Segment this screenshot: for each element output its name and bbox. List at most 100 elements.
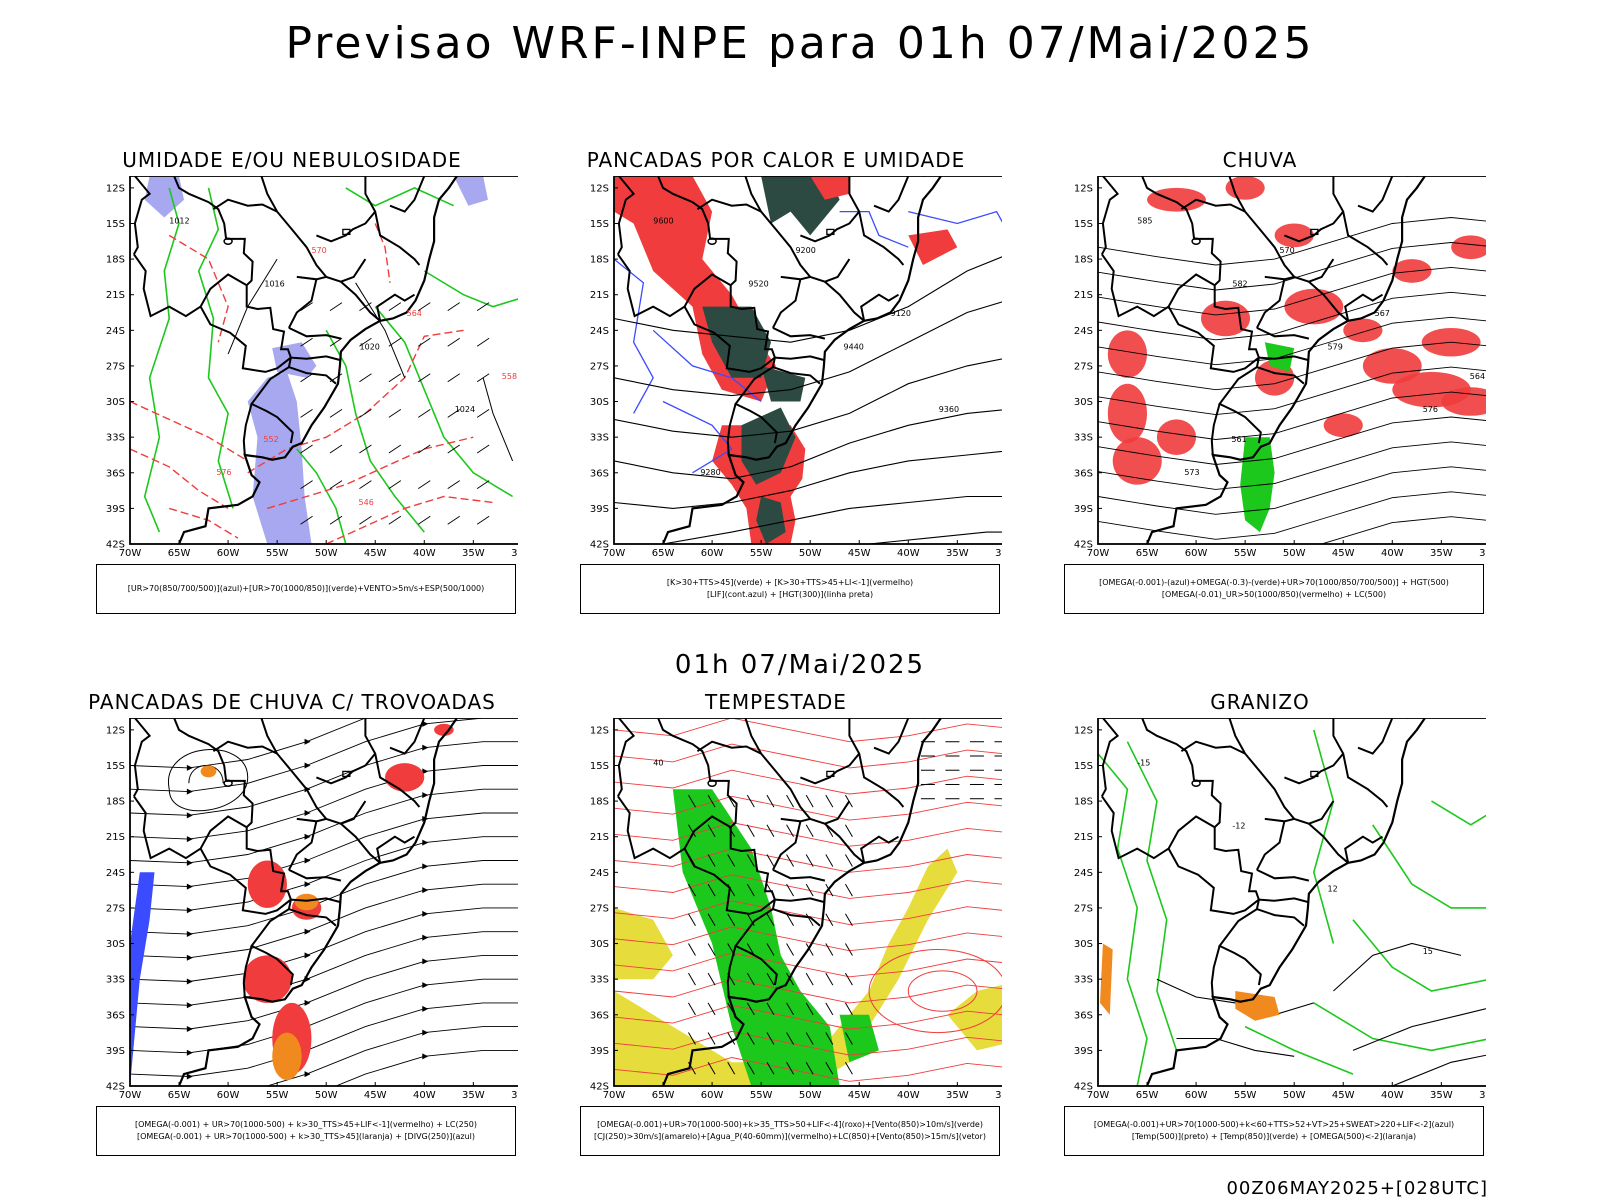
- contour-label: 564: [407, 309, 422, 318]
- legend-box: [UR>70(850/700/500)](azul)+[UR>70(1000/8…: [96, 564, 516, 614]
- lat-tick-label: 33S: [1074, 433, 1093, 444]
- lon-tick-label: 45W: [1332, 548, 1355, 559]
- lon-tick-label: 30W: [1479, 1090, 1486, 1101]
- lat-tick-label: 21S: [1074, 290, 1093, 301]
- contour-label: 9200: [795, 246, 815, 255]
- lon-tick-label: 70W: [1087, 548, 1110, 559]
- legend-box: [OMEGA(-0.001)+UR>70(1000-500)+k<60+TTS>…: [1064, 1106, 1484, 1156]
- legend-box: [K>30+TTS>45](verde) + [K>30+TTS>45+LI<-…: [580, 564, 1000, 614]
- panel-chuva: CHUVA 12S 15S 18S 21S 24S 27S 30S 33S 36S 39S 42S 7…: [1030, 148, 1490, 618]
- lon-tick-label: 40W: [897, 1090, 920, 1101]
- lon-tick-label: 45W: [848, 1090, 871, 1101]
- contour-label: 585: [1137, 216, 1152, 225]
- lat-tick-label: 15S: [106, 761, 125, 772]
- lat-tick-label: 24S: [106, 326, 125, 337]
- contour-label: 582: [1232, 279, 1247, 288]
- lat-tick-label: 36S: [590, 468, 609, 479]
- lat-tick-label: 36S: [106, 1010, 125, 1021]
- lat-tick-label: 36S: [1074, 1010, 1093, 1021]
- lon-tick-label: 60W: [1185, 1090, 1208, 1101]
- lon-tick-label: 40W: [413, 548, 436, 559]
- lat-tick-label: 33S: [590, 433, 609, 444]
- contour-label: 9600: [653, 216, 673, 225]
- legend-line: [OMEGA(-0.001)+UR>70(1000-500)+k>35_TTS>…: [597, 1120, 983, 1129]
- map-pancadas-calor: 12S 15S 18S 21S 24S 27S 30S 33S 36S 39S 42S 70W 65W 6…: [580, 176, 1002, 559]
- lat-tick-label: 36S: [590, 1010, 609, 1021]
- lat-tick-label: 36S: [1074, 468, 1093, 479]
- map-frame: [613, 176, 1002, 545]
- lon-tick-label: 55W: [1234, 1090, 1257, 1101]
- lon-tick-label: 50W: [799, 1090, 822, 1101]
- lat-tick-label: 39S: [590, 1046, 609, 1057]
- lon-tick-label: 60W: [217, 1090, 240, 1101]
- lat-tick-label: 42S: [106, 540, 125, 551]
- contour-label: -15: [1137, 758, 1150, 767]
- lat-tick-label: 27S: [590, 903, 609, 914]
- lat-tick-label: 18S: [106, 255, 125, 266]
- lat-tick-label: 18S: [1074, 797, 1093, 808]
- lat-tick-label: 24S: [590, 868, 609, 879]
- panel-title: CHUVA: [1222, 148, 1298, 172]
- lat-tick-label: 21S: [590, 832, 609, 843]
- lat-tick-label: 15S: [590, 219, 609, 230]
- contour-label: 579: [1328, 342, 1343, 351]
- panel-title: PANCADAS DE CHUVA C/ TROVOADAS: [88, 690, 496, 714]
- lon-tick-label: 40W: [897, 548, 920, 559]
- contour-label: 576: [1423, 405, 1438, 414]
- lat-tick-label: 30S: [1074, 397, 1093, 408]
- lon-tick-label: 65W: [652, 548, 675, 559]
- legend-line: [Temp(500)](preto) + [Temp(850)](verde) …: [1131, 1132, 1417, 1141]
- contour-label: 561: [1231, 435, 1246, 444]
- page-title: Previsao WRF-INPE para 01h 07/Mai/2025: [285, 18, 1315, 69]
- contour-label: 9520: [748, 279, 768, 288]
- lat-tick-label: 27S: [1074, 361, 1093, 372]
- lat-tick-label: 33S: [590, 975, 609, 986]
- contour-label: 546: [359, 498, 374, 507]
- lon-tick-label: 65W: [1136, 1090, 1159, 1101]
- lon-tick-label: 50W: [315, 548, 338, 559]
- contour-label: 558: [502, 372, 517, 381]
- lat-tick-label: 12S: [106, 183, 125, 194]
- lat-tick-label: 42S: [106, 1082, 125, 1093]
- lon-tick-label: 35W: [462, 548, 485, 559]
- lon-tick-label: 50W: [1283, 1090, 1306, 1101]
- lon-tick-label: 65W: [168, 548, 191, 559]
- lat-tick-label: 18S: [1074, 255, 1093, 266]
- contour-label: 570: [1279, 246, 1294, 255]
- panel-title: TEMPESTADE: [705, 690, 847, 714]
- lat-tick-label: 42S: [1074, 1082, 1093, 1093]
- contour-label: 1012: [169, 216, 189, 225]
- lon-tick-label: 60W: [217, 548, 240, 559]
- lon-tick-label: 35W: [946, 548, 969, 559]
- lon-tick-label: 30W: [995, 1090, 1002, 1101]
- legend-line: [OMEGA(-0.001) + UR>70(1000-500) + k>30_…: [136, 1132, 476, 1141]
- lat-tick-label: 39S: [590, 504, 609, 515]
- lat-tick-label: 39S: [1074, 504, 1093, 515]
- map-chuva: 12S 15S 18S 21S 24S 27S 30S 33S 36S 39S 42S 70W 65W 6…: [1064, 176, 1486, 559]
- legend-line: [OMEGA(-0.01)_UR>50(1000/850)(vermelho) …: [1161, 590, 1387, 599]
- panel-title: GRANIZO: [1210, 690, 1310, 714]
- lat-tick-label: 27S: [1074, 903, 1093, 914]
- map-frame: [129, 718, 518, 1087]
- legend-line: [OMEGA(-0.001)+UR>70(1000-500)+k<60+TTS>…: [1093, 1120, 1455, 1129]
- lon-tick-label: 55W: [1234, 548, 1257, 559]
- lat-tick-label: 27S: [590, 361, 609, 372]
- lat-tick-label: 39S: [106, 504, 125, 515]
- lat-tick-label: 15S: [1074, 219, 1093, 230]
- lat-tick-label: 33S: [106, 975, 125, 986]
- lon-tick-label: 55W: [750, 1090, 773, 1101]
- contour-label: -12: [1232, 821, 1245, 830]
- lat-tick-label: 42S: [590, 540, 609, 551]
- contour-label: 567: [1375, 309, 1390, 318]
- lon-tick-label: 65W: [168, 1090, 191, 1101]
- lon-tick-label: 65W: [652, 1090, 675, 1101]
- lon-tick-label: 55W: [750, 548, 773, 559]
- legend-box: [OMEGA(-0.001)-(azul)+OMEGA(-0.3)-(verde…: [1064, 564, 1484, 614]
- lat-tick-label: 24S: [106, 868, 125, 879]
- lat-tick-label: 24S: [590, 326, 609, 337]
